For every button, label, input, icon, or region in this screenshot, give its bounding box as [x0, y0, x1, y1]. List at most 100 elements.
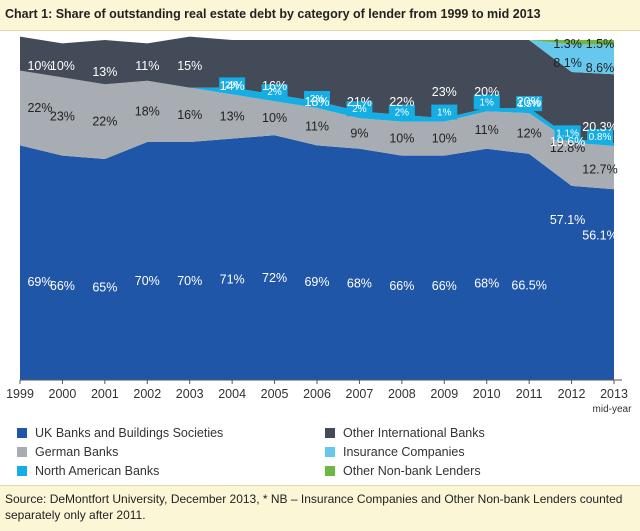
legend-swatch-german: [17, 447, 27, 457]
x-tick-label: 2010: [473, 387, 501, 401]
data-label-german: 10%: [262, 111, 287, 125]
legend-swatch-uk: [17, 428, 27, 438]
data-label-other-international: 19.6%: [550, 135, 585, 149]
data-label-other-international: 10%: [27, 59, 52, 73]
data-label-north-american: 2%: [310, 94, 325, 105]
data-label-german: 11%: [305, 120, 329, 134]
x-tick-label: 2013: [600, 387, 628, 401]
north-american-label-badge: [554, 125, 581, 141]
x-tick-label: 2000: [49, 387, 77, 401]
data-label-other-international: 16%: [262, 79, 287, 93]
data-label-uk: 66.5%: [511, 279, 546, 293]
legend-item-non-bank: Other Non-bank Lenders: [325, 464, 481, 478]
data-label-uk: 69%: [27, 275, 52, 289]
data-label-north-american: 2%: [267, 87, 282, 98]
data-label-german: 12%: [517, 127, 542, 141]
north-american-label-badge: [346, 101, 373, 117]
data-label-german: 22%: [27, 101, 52, 115]
area-other-international: [20, 36, 614, 144]
legend-item-other-international: Other International Banks: [325, 426, 485, 440]
source-bar: Source: DeMontfort University, December …: [0, 485, 640, 531]
data-label-uk: 70%: [135, 274, 160, 288]
data-label-uk: 70%: [177, 274, 202, 288]
area-german: [20, 70, 614, 190]
legend-item-insurance: Insurance Companies: [325, 445, 465, 459]
data-label-other-international: 22%: [389, 95, 414, 109]
data-label-german: 18%: [135, 104, 160, 118]
x-tick-label: 2007: [346, 387, 374, 401]
legend-swatch-non-bank: [325, 466, 335, 476]
data-label-uk: 69%: [304, 275, 329, 289]
data-label-german: 11%: [475, 123, 499, 137]
data-label-uk: 57.1%: [550, 213, 585, 227]
legend: UK Banks and Buildings Societies Other I…: [0, 418, 640, 484]
data-label-non-bank: 1.3%: [553, 37, 582, 51]
legend-swatch-north-american: [17, 466, 27, 476]
data-label-other-international: 13%: [92, 65, 117, 79]
x-tick-label: 2006: [303, 387, 331, 401]
data-label-other-international: 15%: [177, 59, 202, 73]
chart-title: Chart 1: Share of outstanding real estat…: [5, 7, 541, 21]
data-label-other-international: 23%: [432, 85, 457, 99]
data-label-non-bank: 1.5%: [586, 37, 615, 51]
data-label-uk: 66%: [432, 279, 457, 293]
data-label-uk: 65%: [92, 281, 117, 295]
x-tick-label: 1999: [6, 387, 34, 401]
legend-label-german: German Banks: [35, 445, 119, 459]
north-american-label-badge: [516, 96, 543, 112]
legend-label-north-american: North American Banks: [35, 464, 160, 478]
data-label-north-american: 2%: [225, 80, 240, 91]
data-label-german: 22%: [92, 115, 117, 129]
data-label-other-international: 10%: [50, 59, 75, 73]
legend-swatch-insurance: [325, 447, 335, 457]
north-american-label-badge: [431, 104, 458, 120]
data-label-german: 13%: [220, 110, 245, 124]
north-american-label-badge: [473, 94, 500, 110]
north-american-label-badge: [587, 129, 613, 145]
data-label-uk: 66%: [50, 279, 75, 293]
data-label-uk: 68%: [347, 277, 372, 291]
data-label-other-international: 14%: [220, 79, 245, 93]
data-label-other-international: 20.3%: [582, 120, 617, 134]
legend-label-insurance: Insurance Companies: [343, 445, 465, 459]
legend-label-non-bank: Other Non-bank Lenders: [343, 464, 481, 478]
data-label-uk: 72%: [262, 271, 287, 285]
x-tick-label: 2012: [558, 387, 586, 401]
legend-label-other-international: Other International Banks: [343, 426, 485, 440]
data-label-german: 12.7%: [582, 162, 617, 176]
north-american-label-badge: [219, 77, 246, 93]
x-tick-label: 2008: [388, 387, 416, 401]
x-tick-label: 2001: [91, 387, 119, 401]
data-label-north-american: 2%: [395, 108, 410, 119]
x-tick-sublabel: mid-year: [593, 404, 633, 415]
x-tick-label: 2011: [516, 387, 543, 401]
data-label-north-american: 1%: [437, 108, 452, 119]
data-label-german: 10%: [432, 132, 457, 146]
data-label-other-international: 18%: [304, 95, 329, 109]
legend-item-north-american: North American Banks: [17, 464, 159, 478]
x-tick-label: 2002: [133, 387, 161, 401]
data-label-insurance: 8.6%: [586, 61, 615, 75]
title-bar: Chart 1: Share of outstanding real estat…: [0, 0, 640, 31]
legend-item-uk: UK Banks and Buildings Societies: [17, 426, 223, 440]
data-label-insurance: 8.1%: [553, 56, 582, 70]
data-label-other-international: 21%: [347, 95, 372, 109]
data-label-uk: 56.1%: [582, 228, 617, 242]
x-tick-label: 2005: [261, 387, 289, 401]
legend-label-uk: UK Banks and Buildings Societies: [35, 426, 224, 440]
north-american-label-badge: [388, 104, 415, 120]
data-label-other-international: 20%: [474, 85, 499, 99]
legend-item-german: German Banks: [17, 445, 118, 459]
north-american-label-badge: [304, 91, 330, 106]
data-label-uk: 71%: [220, 272, 245, 286]
data-label-north-american: 1.1%: [556, 128, 579, 139]
data-label-north-american: 1.5%: [518, 99, 541, 110]
x-tick-label: 2004: [218, 387, 246, 401]
x-tick-label: 2003: [176, 387, 204, 401]
data-label-north-american: 0.8%: [589, 132, 612, 143]
data-label-german: 10%: [389, 132, 414, 146]
data-label-north-american: 1%: [479, 97, 494, 108]
data-label-north-american: 2%: [352, 104, 367, 115]
legend-swatch-other-international: [325, 428, 335, 438]
data-label-german: 16%: [177, 108, 202, 122]
